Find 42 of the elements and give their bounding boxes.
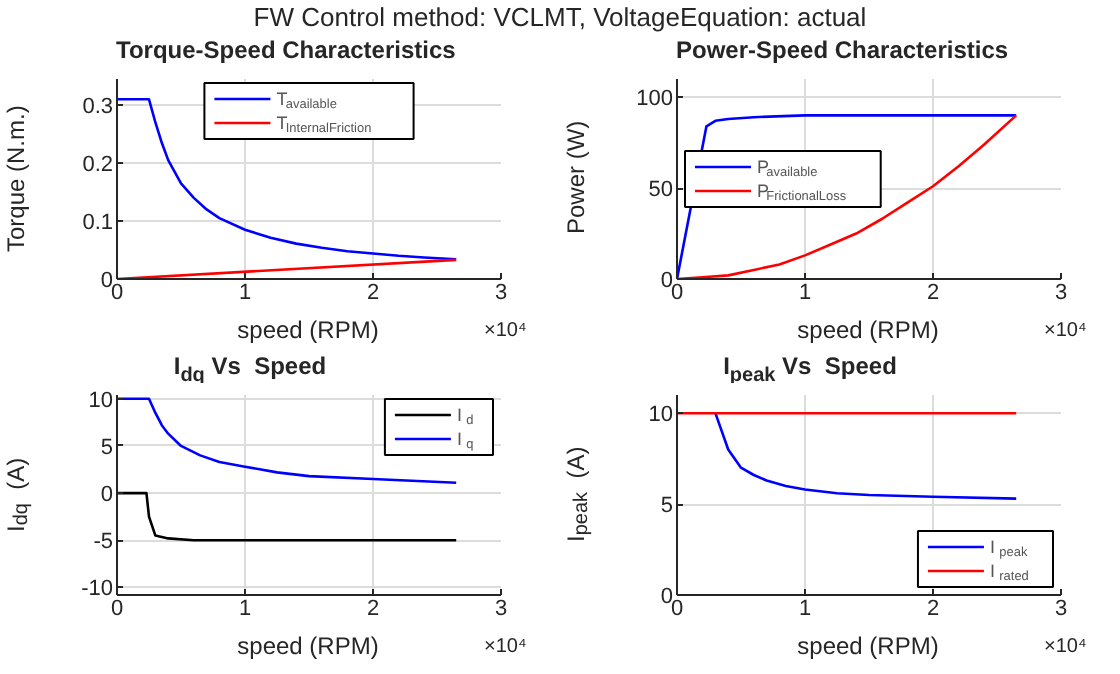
line-series: [117, 491, 458, 542]
chart-title: I$_{peak}$ Vs Speed: [721, 350, 899, 391]
line-series: [714, 411, 1018, 500]
x-axis-title: speed (RPM): [237, 316, 379, 344]
text: FW Control method: VCLMT, VoltageEquation: actual: [251, 0, 869, 36]
x-tick-label: 3: [1054, 597, 1068, 621]
x-tick-label: 2: [926, 597, 940, 621]
y-tick-label: -5: [93, 530, 113, 555]
x-tick-label: 3: [494, 281, 508, 305]
line-series: [117, 397, 458, 485]
x-tick-label: 1: [238, 597, 252, 621]
y-tick-label: 0.1: [82, 211, 114, 236]
y-tick-label: 5: [660, 494, 674, 519]
x-tick-label: 2: [926, 281, 940, 305]
text: ×10⁴: [1044, 318, 1087, 346]
text: ×10⁴: [484, 318, 527, 346]
chart-title: Power-Speed Characteristics: [674, 34, 1009, 66]
x-axis-title: speed (RPM): [797, 632, 939, 660]
x-tick-label: 3: [494, 597, 508, 621]
x-tick-label: 1: [798, 281, 812, 305]
y-axis-title: Torque (N.m.): [0, 102, 32, 256]
y-tick-label: 100: [636, 87, 674, 112]
y-tick-label: 5: [100, 435, 114, 460]
x-axis-title: speed (RPM): [797, 316, 939, 344]
y-tick-label: 0: [100, 483, 114, 508]
y-tick-label: 0.3: [82, 95, 114, 120]
y-axis-title: Power (W): [560, 119, 592, 239]
chart-title: I$_{dq}$ Vs Speed: [173, 352, 327, 387]
x-tick-label: 1: [798, 597, 812, 621]
y-tick-label: 50: [648, 178, 674, 203]
y-tick-label: 0.2: [82, 153, 114, 178]
y-tick-label: 10: [648, 403, 674, 428]
y-tick-label: 10: [88, 388, 114, 413]
chart-title: Torque-Speed Characteristics: [114, 34, 456, 66]
x-tick-label: 2: [366, 281, 380, 305]
x-tick-label: 2: [366, 597, 380, 621]
text: ×10⁴: [484, 634, 527, 662]
text: ×10⁴: [1044, 634, 1087, 662]
y-tick-label: -10: [81, 577, 114, 602]
x-tick-label: 1: [238, 281, 252, 305]
x-tick-label: 3: [1054, 281, 1068, 305]
x-axis-title: speed (RPM): [237, 632, 379, 660]
